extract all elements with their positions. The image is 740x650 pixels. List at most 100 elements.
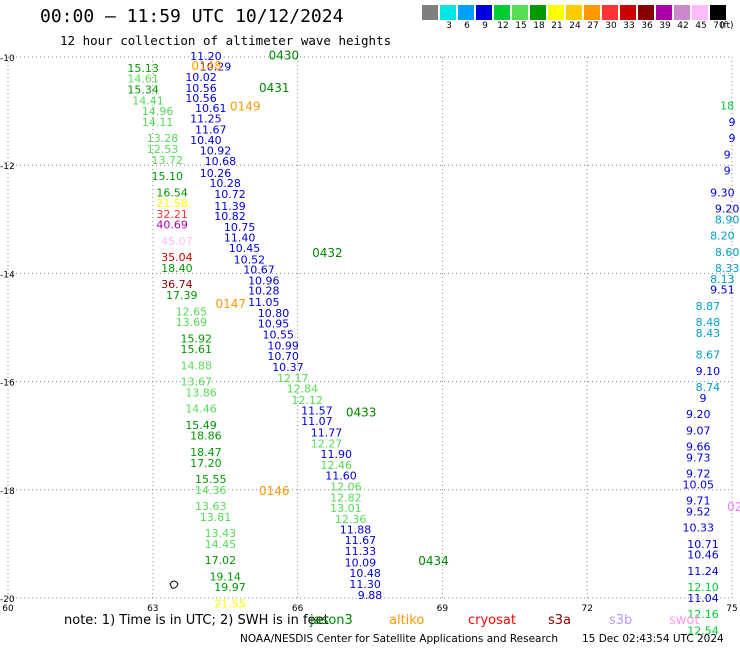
wave-height-value: 12.27 <box>311 437 343 450</box>
wave-height-value: 11.07 <box>301 415 333 428</box>
wave-height-value: 14.46 <box>185 403 217 416</box>
legend-jason3: jason3 <box>310 613 353 628</box>
wave-height-value: 9 <box>724 165 731 178</box>
wave-height-value: 40.69 <box>156 219 188 232</box>
wave-height-value: 12.10 <box>687 581 719 594</box>
wave-height-value: 13.72 <box>152 154 184 167</box>
lat-tick-label: -14 <box>0 270 15 280</box>
lat-tick-label: -10 <box>0 54 15 64</box>
wave-height-value: 9 <box>700 392 707 405</box>
legend-s3a: s3a <box>548 613 572 628</box>
wave-height-value: 17.20 <box>190 457 222 470</box>
page-subtitle: 12 hour collection of altimeter wave hei… <box>60 33 392 48</box>
colorbar-swatch <box>530 5 546 20</box>
wave-height-value: 12.65 <box>176 305 208 318</box>
colorbar-swatch <box>692 5 708 20</box>
wave-height-value: 13.63 <box>195 500 227 513</box>
wave-height-value: 14.96 <box>142 105 174 118</box>
wave-height-value: 12.36 <box>335 513 367 526</box>
wave-height-value: 15.49 <box>185 419 217 432</box>
footer-credit: NOAA/NESDIS Center for Satellite Applica… <box>240 633 558 645</box>
track-id-label: 0432 <box>312 246 343 260</box>
colorbar-label: 45 <box>695 21 707 31</box>
wave-height-value: 11.67 <box>345 534 377 547</box>
wave-height-value: 16.54 <box>156 186 188 199</box>
wave-height-value: 21.58 <box>156 197 188 210</box>
wave-height-value: 11.39 <box>214 200 246 213</box>
lat-tick-label: -18 <box>0 487 15 497</box>
wave-height-value: 11.67 <box>195 123 227 136</box>
wave-height-value: 10.28 <box>209 177 241 190</box>
wave-height-value: 15.61 <box>180 343 212 356</box>
wave-height-value: 12.84 <box>287 383 319 396</box>
wave-height-value: 12.12 <box>292 394 324 407</box>
colorbar-label: 42 <box>677 21 689 31</box>
wave-height-value: 17.39 <box>166 289 198 302</box>
wave-height-value: 10.55 <box>263 329 295 342</box>
wave-height-value: 10.92 <box>200 145 232 158</box>
wave-height-value: 8.87 <box>696 300 721 313</box>
wave-height-value: 19.97 <box>214 581 246 594</box>
wave-height-value: 12.53 <box>147 143 179 156</box>
lon-tick-label: 60 <box>2 604 14 614</box>
wave-height-value: 35.04 <box>161 251 193 264</box>
wave-height-value: 13.01 <box>330 502 362 515</box>
wave-height-value: 10.99 <box>267 339 299 352</box>
lat-tick-label: -12 <box>0 162 15 172</box>
wave-height-value: 10.68 <box>205 155 237 168</box>
wave-height-value: 14.61 <box>127 73 159 86</box>
colorbar-unit: (ft) <box>720 21 734 31</box>
wave-height-value: 8.43 <box>696 327 721 340</box>
wave-height-value: 9.30 <box>710 186 735 199</box>
wave-height-value: 9.66 <box>686 441 711 454</box>
legend-s3b: s3b <box>609 613 633 628</box>
wave-height-value: 10.48 <box>349 567 381 580</box>
note-text: note: 1) Time is in UTC; 2) SWH is in fe… <box>64 613 329 628</box>
island-outline <box>169 580 179 589</box>
wave-height-value: 8.13 <box>710 273 735 286</box>
wave-height-value: 9.07 <box>686 424 711 437</box>
colorbar-label: 6 <box>464 21 470 31</box>
colorbar-swatch <box>656 5 672 20</box>
footer-timestamp: 15 Dec 02:43:54 UTC 2024 <box>582 633 724 645</box>
lat-tick-label: -16 <box>0 379 15 389</box>
colorbar-label: 15 <box>515 21 527 31</box>
track-id-label: 0148 <box>191 59 222 73</box>
wave-height-value: 18.40 <box>161 262 193 275</box>
colorbar-label: 21 <box>551 21 563 31</box>
wave-height-value: 14.36 <box>195 484 227 497</box>
wave-height-value: 11.90 <box>320 448 352 461</box>
wave-height-value: 36.74 <box>161 278 193 291</box>
colorbar-swatch <box>422 5 438 20</box>
wave-height-value: 13.86 <box>185 386 217 399</box>
colorbar-swatch <box>674 5 690 20</box>
wave-height-value: 10.09 <box>345 556 377 569</box>
wave-height-value: 11.60 <box>325 470 357 483</box>
colorbar-label: 70 <box>713 21 725 31</box>
lat-tick-label: -20 <box>0 595 15 605</box>
wave-height-value: 13.69 <box>176 316 208 329</box>
wave-height-value: 10.45 <box>229 242 261 255</box>
wave-height-value: 10.75 <box>224 221 256 234</box>
lon-tick-label: 66 <box>292 604 304 614</box>
wave-height-value: 15.13 <box>127 62 159 75</box>
wave-height-value: 9.71 <box>686 495 711 508</box>
colorbar-label: 27 <box>587 21 599 31</box>
wave-height-value: 11.20 <box>190 50 222 63</box>
wave-height-value: 8.48 <box>696 316 721 329</box>
wave-height-value: 11.25 <box>190 113 222 126</box>
legend-cryosat: cryosat <box>468 613 516 628</box>
wave-height-value: 9.20 <box>686 408 711 421</box>
wave-height-value: 10.02 <box>185 71 217 84</box>
colorbar-swatch <box>638 5 654 20</box>
colorbar-label: 9 <box>482 21 488 31</box>
wave-height-value: 11.57 <box>301 404 333 417</box>
colorbar-swatch <box>584 5 600 20</box>
wave-height-value: 10.56 <box>185 82 217 95</box>
lon-tick-label: 63 <box>147 604 158 614</box>
wave-height-value: 10.72 <box>214 188 246 201</box>
wave-height-value: 18.86 <box>190 430 222 443</box>
colorbar-swatch <box>440 5 456 20</box>
wave-height-value: 10.67 <box>243 264 275 277</box>
